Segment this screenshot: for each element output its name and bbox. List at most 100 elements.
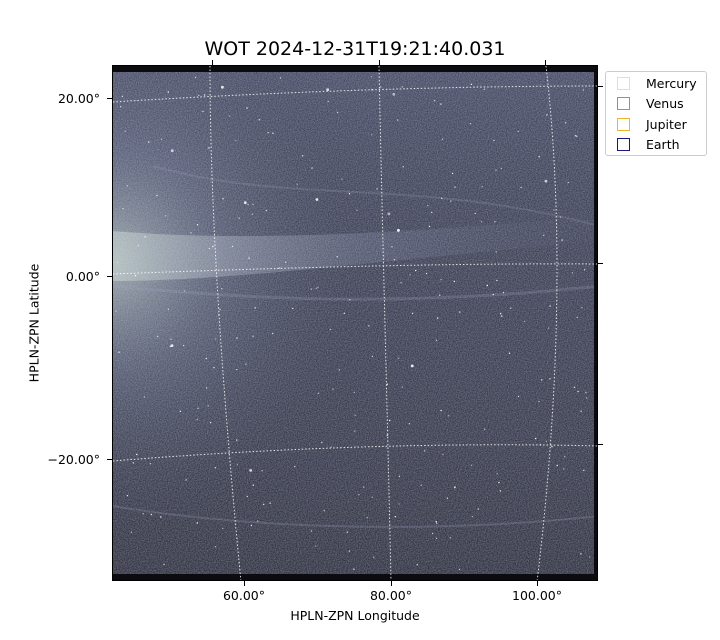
star <box>236 337 238 339</box>
star <box>576 135 578 137</box>
star <box>442 453 444 456</box>
star <box>265 209 267 212</box>
star <box>459 311 461 313</box>
star <box>190 232 192 234</box>
star <box>214 467 216 469</box>
star <box>368 325 370 327</box>
star <box>589 556 591 558</box>
star <box>495 169 497 171</box>
x-tick-mark-80 <box>391 581 392 586</box>
star <box>502 291 505 294</box>
star <box>393 259 396 261</box>
star <box>249 469 253 472</box>
star <box>435 339 438 341</box>
star <box>235 139 237 142</box>
star <box>483 428 486 430</box>
star <box>117 261 119 264</box>
star <box>398 475 401 477</box>
star <box>576 316 578 319</box>
star <box>246 107 248 109</box>
star <box>214 546 217 548</box>
star <box>574 135 577 137</box>
star <box>446 497 449 499</box>
star <box>315 545 317 547</box>
star <box>121 95 124 97</box>
star <box>327 100 329 102</box>
star <box>492 293 494 296</box>
legend-swatch-earth <box>617 137 630 151</box>
star <box>551 445 553 448</box>
star <box>428 225 431 228</box>
star <box>450 200 452 202</box>
star <box>363 486 365 488</box>
star <box>148 141 150 143</box>
star <box>332 388 334 390</box>
star <box>160 138 163 141</box>
star <box>231 245 234 248</box>
star <box>474 212 476 215</box>
star <box>386 383 389 385</box>
star <box>499 313 502 315</box>
star <box>573 386 576 388</box>
star <box>546 114 548 116</box>
star <box>577 390 579 393</box>
plot-title: WOT 2024-12-31T19:21:40.031 <box>204 38 506 60</box>
star <box>143 396 145 398</box>
star <box>391 246 393 248</box>
star <box>205 357 207 360</box>
star <box>115 310 117 312</box>
star <box>440 409 442 412</box>
star <box>296 183 299 185</box>
legend-item-earth: Earth <box>617 136 680 152</box>
right-tick-mark-3 <box>598 444 603 445</box>
star <box>292 307 294 310</box>
star <box>356 209 358 211</box>
star-noise <box>113 66 597 580</box>
star <box>510 307 512 309</box>
star <box>212 245 214 248</box>
star <box>354 430 356 432</box>
star <box>508 352 511 354</box>
grid-lat-m20 <box>113 444 597 462</box>
star <box>330 446 332 448</box>
x-tick-label-100: 100.00° <box>512 588 562 603</box>
y-tick-mark-0 <box>107 276 112 277</box>
star <box>424 450 426 452</box>
star <box>538 156 540 158</box>
star <box>120 106 122 108</box>
star <box>247 203 249 206</box>
y-tick-label-20: 20.00° <box>57 91 100 106</box>
star <box>221 288 223 290</box>
y-tick-mark-m20 <box>107 459 112 460</box>
star <box>137 244 140 247</box>
star <box>470 83 473 85</box>
star <box>245 363 247 365</box>
y-tick-label-m20: −20.00° <box>47 452 100 467</box>
grid-lon-80 <box>378 66 392 580</box>
star <box>454 486 456 488</box>
star <box>535 437 537 440</box>
star <box>409 274 411 276</box>
star <box>236 463 238 466</box>
star <box>481 186 483 188</box>
legend-label-jupiter: Jupiter <box>646 116 687 132</box>
star <box>520 186 522 189</box>
legend-label-venus: Venus <box>646 95 684 111</box>
star <box>585 391 587 394</box>
x-tick-label-60: 60.00° <box>222 588 266 603</box>
star <box>149 463 152 465</box>
star <box>167 308 170 310</box>
star <box>439 294 441 296</box>
grid-lat-20 <box>113 85 597 103</box>
star <box>354 414 356 416</box>
star <box>449 537 451 539</box>
top-tick-mark-1 <box>212 60 213 65</box>
star <box>495 251 497 253</box>
star <box>582 89 584 91</box>
star <box>440 103 442 105</box>
star <box>163 563 165 566</box>
star <box>469 123 472 125</box>
star <box>142 513 144 515</box>
coordinate-grid <box>113 66 597 580</box>
star <box>583 469 585 472</box>
